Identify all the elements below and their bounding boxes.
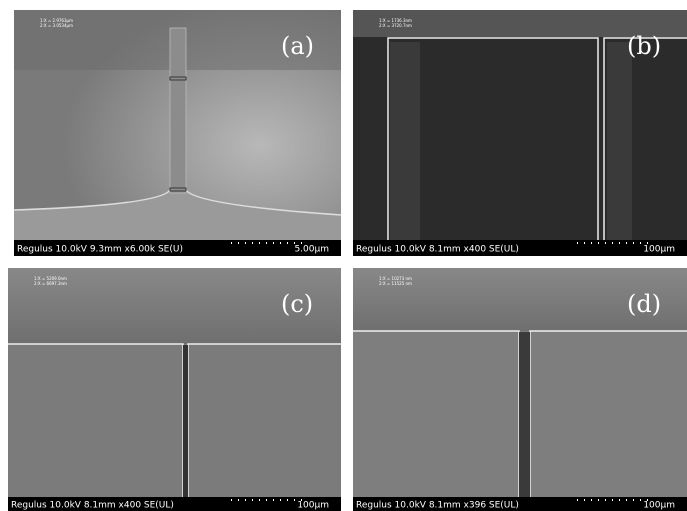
scale-tick [647, 499, 648, 501]
scale-tick [245, 499, 246, 501]
scale-tick [273, 499, 274, 501]
scale-tick [591, 242, 592, 244]
scale-tick [605, 499, 606, 501]
scale-tick [612, 242, 613, 244]
scale-tick [266, 242, 267, 244]
scale-tick [259, 499, 260, 501]
panel-label: (c) [281, 290, 313, 318]
scale-tick [626, 242, 627, 244]
scale-tick [577, 242, 578, 244]
scale-tick [619, 499, 620, 501]
scale-tick [584, 242, 585, 244]
scale-tick [612, 499, 613, 501]
info-bar-text: Regulus 10.0kV 8.1mm x400 SE(UL) [356, 245, 519, 255]
scale-tick [294, 499, 295, 501]
scale-tick [231, 499, 232, 501]
scale-tick [647, 242, 648, 244]
scale-tick [301, 499, 302, 501]
scale-tick [252, 242, 253, 244]
scale-tick [273, 242, 274, 244]
measurement: 2:X = 3.0534µm [40, 23, 73, 28]
figure: (a)1:X = 2.9763µm2:X = 3.0534µmRegulus 1… [0, 0, 687, 511]
scale-tick [605, 242, 606, 244]
scale-tick [280, 499, 281, 501]
scale-tick [633, 242, 634, 244]
scale-tick [245, 242, 246, 244]
scale-label: 100µm [643, 245, 675, 255]
scale-tick [287, 242, 288, 244]
info-bar-text: Regulus 10.0kV 9.3mm x6.00k SE(U) [17, 245, 183, 255]
scale-tick [591, 499, 592, 501]
scale-label: 100µm [297, 501, 329, 511]
scale-tick [266, 499, 267, 501]
measurement: 2:X = 11525 nm [379, 281, 412, 286]
scale-tick [280, 242, 281, 244]
scale-label: 100µm [643, 501, 675, 511]
scale-tick [619, 242, 620, 244]
scale-tick [598, 242, 599, 244]
panel-label: (a) [281, 32, 314, 60]
scale-tick [259, 242, 260, 244]
scale-tick [598, 499, 599, 501]
scale-tick [633, 499, 634, 501]
scale-tick [584, 499, 585, 501]
scale-tick [577, 499, 578, 501]
scale-tick [252, 499, 253, 501]
scale-tick [238, 499, 239, 501]
scale-tick [238, 242, 239, 244]
info-bar-text: Regulus 10.0kV 8.1mm x396 SE(UL) [356, 501, 519, 511]
scale-tick [287, 499, 288, 501]
scale-tick [640, 242, 641, 244]
scale-tick [640, 499, 641, 501]
scale-tick [301, 242, 302, 244]
measurement: 2:X = 6697.3nm [34, 281, 67, 286]
scale-label: 5.00µm [294, 245, 329, 255]
panel-label: (b) [627, 32, 661, 60]
scale-tick [294, 242, 295, 244]
scale-tick [231, 242, 232, 244]
measurement: 2:X = 3720.7nm [379, 23, 412, 28]
panel-label: (d) [627, 290, 661, 318]
scale-tick [626, 499, 627, 501]
info-bar-text: Regulus 10.0kV 8.1mm x400 SE(UL) [11, 501, 174, 511]
